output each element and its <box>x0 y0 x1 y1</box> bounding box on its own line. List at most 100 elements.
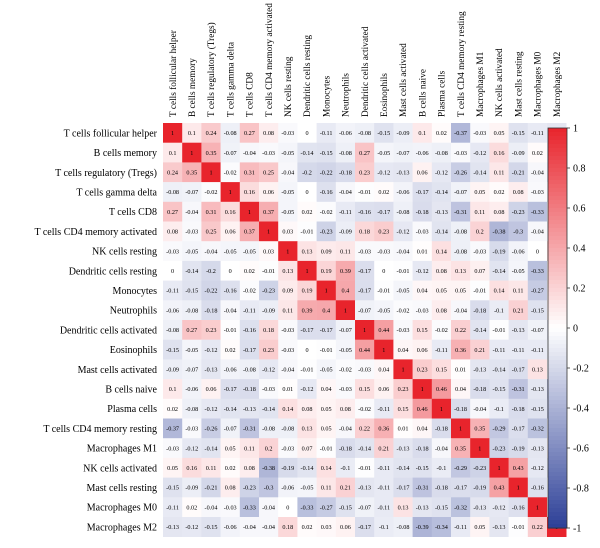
cell-value: -0.05 <box>339 347 352 354</box>
heatmap-cell <box>201 418 221 439</box>
heatmap-cell <box>508 359 529 380</box>
cell-value: 0.11 <box>244 445 255 452</box>
colorbar-segment <box>548 176 567 181</box>
cell-value: -0.08 <box>435 150 448 157</box>
column-label: Macrophages M2 <box>553 51 563 117</box>
colorbar-segment <box>548 436 567 441</box>
cell-value: -0.11 <box>435 347 448 354</box>
heatmap-cell <box>470 359 490 380</box>
heatmap-cell <box>431 359 452 380</box>
cell-value: 0.24 <box>167 169 178 176</box>
cell-value: -0.02 <box>320 209 333 216</box>
cell-value: -0.01 <box>473 288 486 295</box>
cell-value: 0.01 <box>455 366 466 373</box>
colorbar-segment <box>548 312 567 317</box>
heatmap-cell <box>201 477 221 498</box>
cell-value: -0.04 <box>339 426 352 433</box>
row-labels: T cells follicular helper B cells memory T… <box>34 128 157 533</box>
heatmap-cell <box>527 418 548 439</box>
heatmap-cell <box>163 438 183 459</box>
cell-value: -0.21 <box>512 169 525 176</box>
heatmap-cell <box>297 477 317 498</box>
heatmap-cell <box>297 241 317 262</box>
colorbar-segment <box>548 152 567 157</box>
column-label: T cells CD4 memory activated <box>265 3 275 117</box>
row-label: Dendritic cells resting <box>69 266 157 277</box>
cell-value: -0.1 <box>379 524 389 531</box>
heatmap-cell <box>297 260 317 281</box>
heatmap-cell <box>451 497 471 518</box>
heatmap-cell <box>259 438 279 459</box>
heatmap-cell <box>316 142 337 163</box>
cell-value: 0.04 <box>417 426 428 433</box>
cell-value: -0.09 <box>262 307 275 314</box>
cell-value: -0.15 <box>377 130 390 137</box>
heatmap-cell <box>297 398 317 419</box>
heatmap-cell <box>220 339 241 360</box>
heatmap-cell <box>412 438 433 459</box>
heatmap-cell <box>182 497 202 518</box>
colorbar-segment <box>548 384 567 389</box>
cell-value: 0.08 <box>513 189 524 196</box>
cell-value: -0.05 <box>185 347 198 354</box>
heatmap-cell <box>470 379 490 400</box>
heatmap-cell <box>451 201 471 222</box>
heatmap-cell <box>470 142 490 163</box>
cell-value: -0.05 <box>377 150 390 157</box>
colorbar-segment <box>548 488 567 493</box>
heatmap-cell <box>355 142 375 163</box>
colorbar-segment <box>548 352 567 357</box>
heatmap-cell <box>508 280 529 301</box>
heatmap-cell <box>374 398 394 419</box>
cell-value: 0.39 <box>302 307 313 314</box>
cell-value: -0.06 <box>281 485 294 492</box>
heatmap-cell <box>374 320 394 340</box>
cell-value: -0.03 <box>281 347 294 354</box>
heatmap-cell <box>239 142 260 163</box>
heatmap-cell <box>374 517 394 537</box>
heatmap-cell <box>259 162 279 183</box>
cell-value: 0.06 <box>417 347 428 354</box>
cell-value: -0.14 <box>493 366 506 373</box>
cell-value: 0.11 <box>513 288 524 295</box>
heatmap-cell <box>412 260 433 281</box>
heatmap-cell <box>393 497 413 518</box>
heatmap-cell <box>316 221 337 242</box>
heatmap-cell <box>355 320 375 340</box>
heatmap-cell <box>278 320 298 340</box>
heatmap-cell <box>278 457 298 478</box>
heatmap-cell <box>239 182 260 203</box>
cell-value: -0.12 <box>473 150 486 157</box>
cell-value: -0.3 <box>264 485 274 492</box>
heatmap-cell <box>393 418 413 439</box>
heatmap-cell <box>335 379 356 400</box>
cell-value: -0.34 <box>435 524 448 531</box>
colorbar-segment <box>548 280 567 285</box>
cell-value: 0.06 <box>263 189 274 196</box>
cell-value: -0.04 <box>454 307 467 314</box>
cell-value: -0.17 <box>377 209 390 216</box>
cell-value: -0.29 <box>493 426 506 433</box>
heatmap-cell <box>508 379 529 400</box>
cell-value: -0.12 <box>377 169 390 176</box>
colorbar-segment <box>548 432 567 437</box>
column-label: NK cells resting <box>284 56 294 117</box>
cell-value: 0.04 <box>398 347 409 354</box>
cell-value: -0.04 <box>205 248 218 255</box>
cell-value: 1 <box>459 426 462 433</box>
heatmap-cell <box>393 438 413 459</box>
cell-value: -0.01 <box>320 445 333 452</box>
cell-value: -0.21 <box>205 485 218 492</box>
cell-value: 0.01 <box>417 248 428 255</box>
cell-value: 0.14 <box>436 248 447 255</box>
cell-value: -0.11 <box>531 347 544 354</box>
colorbar-segment <box>548 424 567 429</box>
cell-value: -0.03 <box>531 189 544 196</box>
cell-value: 0.23 <box>359 169 370 176</box>
cell-value: -0.06 <box>224 524 237 531</box>
heatmap-cell <box>220 438 241 459</box>
cell-value: -0.12 <box>397 229 410 236</box>
cell-value: -0.04 <box>339 189 352 196</box>
heatmap-cell <box>393 182 413 203</box>
cell-value: -0.08 <box>166 327 179 334</box>
